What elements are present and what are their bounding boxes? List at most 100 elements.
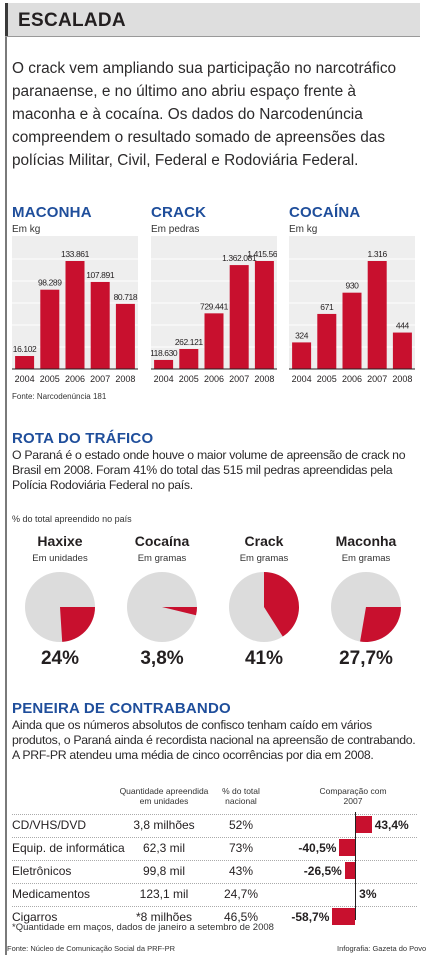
- pie-pct-maconha: 27,7%: [339, 648, 393, 669]
- bar-value-label: 1.415.562: [247, 249, 277, 259]
- pct-cell: 52%: [228, 818, 254, 832]
- row-divider: [12, 906, 417, 907]
- tick-label: 2005: [317, 374, 337, 384]
- change-axis: [355, 812, 356, 920]
- table-footnote: *Quantidade em maços, dados de janeiro a…: [12, 922, 274, 933]
- tick-label: 2007: [229, 374, 249, 384]
- rota-title: ROTA DO TRÁFICO: [12, 430, 154, 447]
- header-bar: ESCALADA: [5, 3, 420, 36]
- bar-2007: [229, 265, 249, 369]
- bar-value-label: 729.441: [200, 301, 229, 311]
- cocaina-title: COCAÍNA: [289, 204, 361, 221]
- change-value: -26,5%: [303, 864, 342, 878]
- bar-value-label: 262.121: [175, 337, 204, 347]
- bar-value-label: 444: [396, 321, 410, 331]
- bar-value-label: 1.316: [368, 249, 388, 259]
- bar-2007: [367, 261, 387, 369]
- pie-slice-crack: [264, 572, 299, 637]
- tick-label: 2006: [342, 374, 362, 384]
- bar-value-label: 118.630: [151, 348, 178, 358]
- peneira-text: Ainda que os números absolutos de confis…: [12, 718, 416, 762]
- tick-label: 2007: [90, 374, 110, 384]
- tick-label: 2008: [115, 374, 135, 384]
- pct-cell: 43%: [228, 864, 254, 878]
- bar-2005: [179, 349, 199, 369]
- change-bar: [344, 862, 355, 879]
- pie-name-crack: Crack: [244, 533, 284, 549]
- bar-2005: [40, 289, 60, 369]
- qty-cell: 99,8 mil: [142, 864, 186, 878]
- pie-slice-cocaína: [162, 607, 197, 616]
- maconha-title: MACONHA: [12, 204, 92, 221]
- bar-2006: [204, 313, 224, 369]
- row-label: Medicamentos: [12, 887, 91, 901]
- pct-cell: 73%: [228, 841, 254, 855]
- crack-bar-chart: 118.630 2004 262.121 2005 729.441 2006 1.362.0…: [151, 236, 277, 384]
- change-value: -40,5%: [298, 841, 337, 855]
- change-value: 3%: [359, 887, 377, 901]
- bar-value-label: 80.718: [114, 292, 138, 302]
- row-divider: [12, 883, 417, 884]
- pie-slice-maconha: [360, 607, 401, 642]
- row-divider: [12, 837, 417, 838]
- rota-note: % do total apreendido no país: [12, 514, 132, 524]
- header-divider: [5, 36, 420, 37]
- qty-cell: 3,8 milhões: [133, 818, 195, 832]
- maconha-unit: Em kg: [12, 224, 41, 235]
- pie-name-cocaina: Cocaína: [134, 533, 190, 549]
- row-label: Eletrônicos: [12, 864, 72, 878]
- change-value: -58,7%: [291, 910, 330, 924]
- bar-2004: [15, 356, 35, 369]
- bar-2005: [317, 313, 337, 369]
- pie-unit-crack: Em gramas: [239, 553, 289, 564]
- source-credit: Fonte: Núcleo de Comunicação Social da P…: [7, 944, 175, 953]
- infographic-frame: [5, 3, 422, 955]
- col-header-pct: % do total nacional: [222, 786, 260, 806]
- row-label: Cigarros: [12, 910, 58, 924]
- qty-cell: *8 milhões: [135, 910, 193, 924]
- row-label: CD/VHS/DVD: [12, 818, 87, 832]
- tick-label: 2004: [15, 374, 35, 384]
- crack-title: CRACK: [151, 204, 207, 221]
- bar-value-label: 324: [295, 330, 309, 340]
- bar-value-label: 133.861: [61, 249, 90, 259]
- bar-value-label: 16.102: [13, 344, 37, 354]
- bar-value-label: 930: [346, 281, 360, 291]
- pie-unit-cocaina: Em gramas: [137, 553, 187, 564]
- change-bar: [355, 816, 372, 833]
- bar-2004: [154, 359, 174, 369]
- bar-2008: [115, 303, 135, 369]
- pct-cell: 46,5%: [223, 910, 259, 924]
- intro-text: O crack vem ampliando sua participação n…: [12, 60, 397, 169]
- bar-value-label: 98.289: [38, 278, 62, 288]
- maconha-bar-chart: 16.102 2004 98.289 2005 133.861 2006 107.891 20…: [12, 236, 138, 384]
- row-label: Equip. de informática: [12, 841, 125, 855]
- tick-label: 2008: [392, 374, 412, 384]
- rota-pie-charts: [25, 572, 401, 642]
- pie-pct-haxixe: 24%: [40, 648, 80, 669]
- qty-cell: 62,3 mil: [142, 841, 186, 855]
- change-bar: [332, 908, 355, 925]
- pie-name-maconha: Maconha: [335, 533, 397, 549]
- tick-label: 2004: [292, 374, 312, 384]
- cocaina-bar-chart: 324 2004 671 2005 930 2006 1.316 2007 444 2008: [289, 236, 415, 384]
- bar-2006: [342, 292, 362, 369]
- page-title: ESCALADA: [18, 10, 126, 31]
- bar-2006: [65, 261, 85, 369]
- tick-label: 2007: [367, 374, 387, 384]
- bar-source: Fonte: Narcodenúncia 181: [12, 392, 107, 401]
- rota-text: O Paraná é o estado onde houve o maior v…: [12, 448, 406, 492]
- qty-cell: 123,1 mil: [139, 887, 189, 901]
- bar-value-label: 1.362.081: [222, 253, 257, 263]
- tick-label: 2005: [179, 374, 199, 384]
- tick-label: 2005: [40, 374, 60, 384]
- row-divider: [12, 814, 417, 815]
- bar-2007: [90, 281, 110, 369]
- bar-2004: [292, 342, 312, 369]
- bar-value-label: 671: [320, 302, 334, 312]
- change-bar: [339, 839, 355, 856]
- peneira-title: PENEIRA DE CONTRABANDO: [12, 700, 231, 717]
- cocaina-unit: Em kg: [289, 224, 318, 235]
- tick-label: 2006: [204, 374, 224, 384]
- pie-unit-maconha: Em gramas: [341, 553, 391, 564]
